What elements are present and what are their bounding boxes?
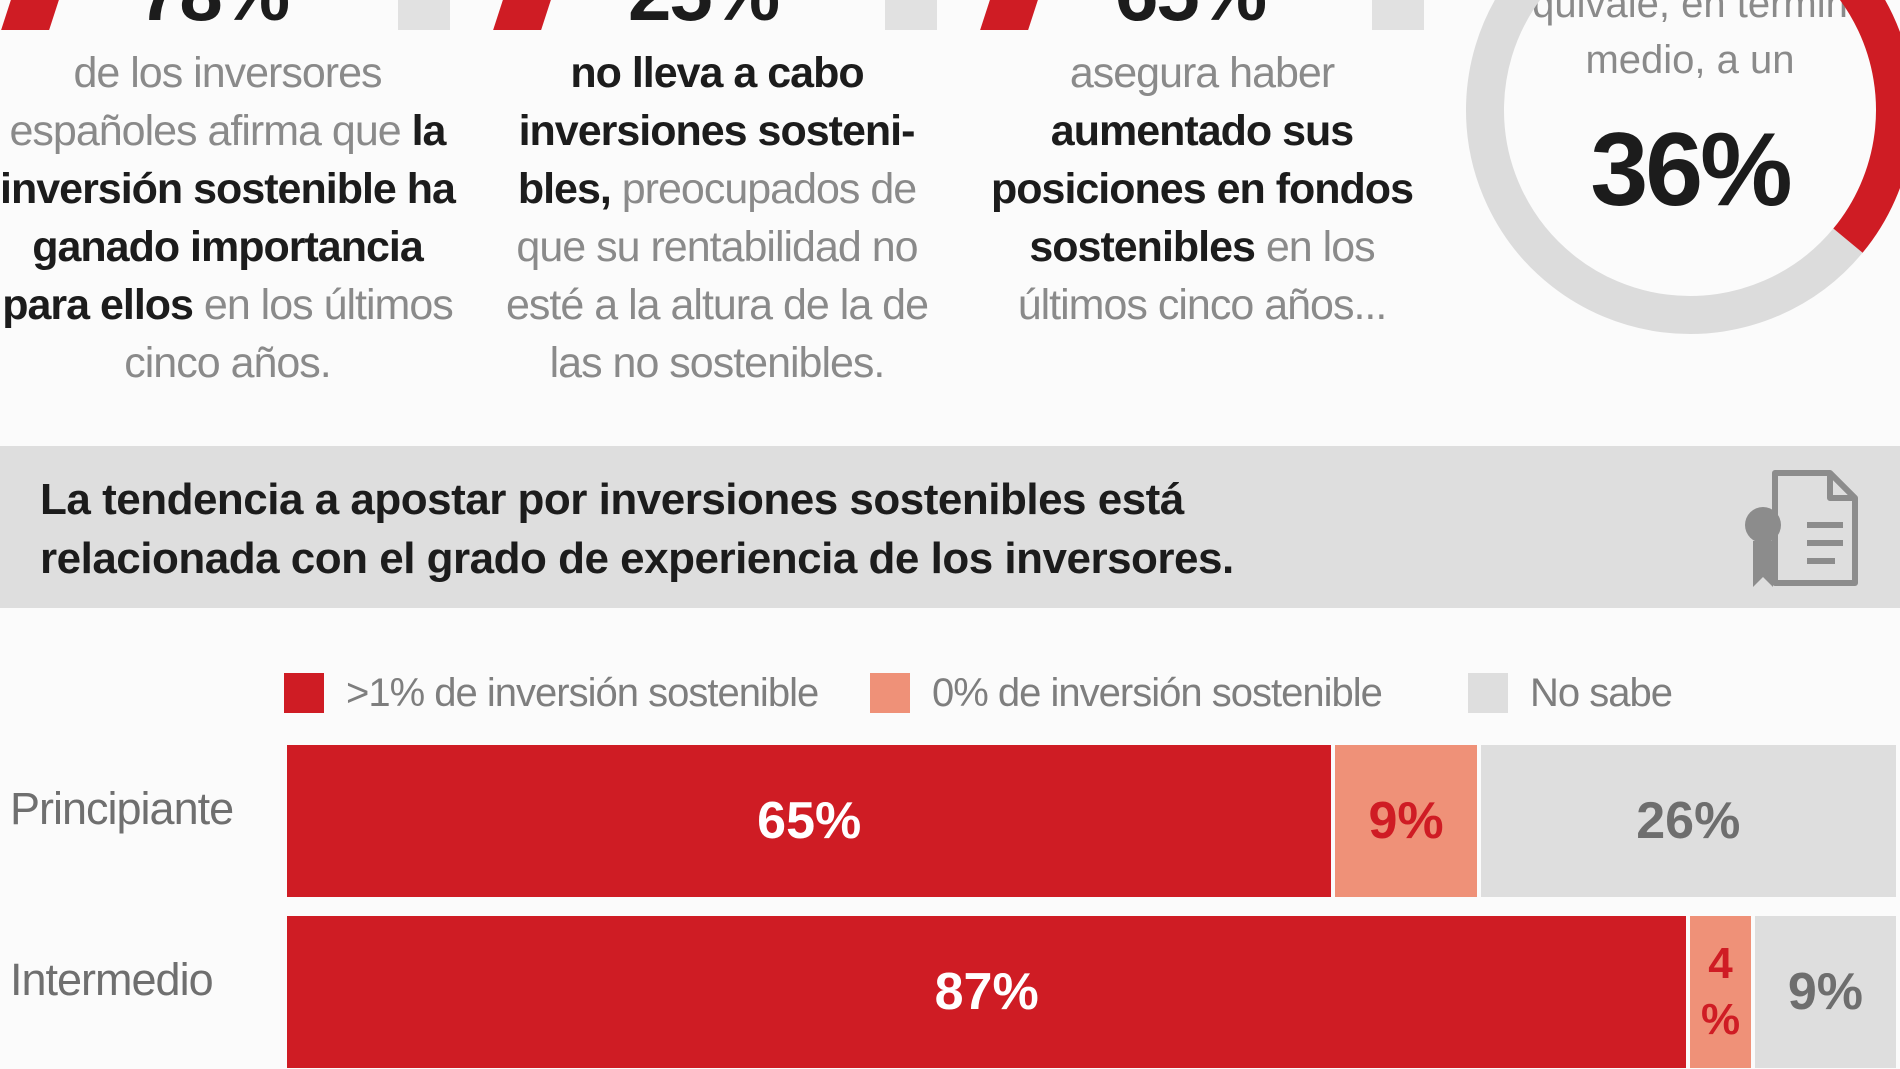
bar-segment: 9%: [1335, 745, 1477, 897]
stat-1-grey-bar: [398, 0, 450, 30]
certificate-document-icon: [1745, 470, 1858, 587]
section-title-line1: La tendencia a apostar por inversiones s…: [40, 475, 1184, 524]
legend-swatch: [1468, 673, 1508, 713]
stat-2-text-segment: preocupados de que su rentabilidad no es…: [505, 165, 929, 387]
data-label: 87%: [934, 963, 1039, 1021]
section-title-line2: relacionada con el grado de experiencia …: [40, 534, 1234, 583]
bar-segment: 9%: [1754, 916, 1896, 1068]
data-label: 65%: [757, 792, 862, 850]
legend-swatch: [284, 673, 324, 713]
legend-label: 0% de inversión sostenible: [932, 670, 1383, 715]
data-label: 26%: [1636, 792, 1741, 850]
legend-item: No sabe: [1468, 668, 1673, 718]
stat-3-text-segment: asegura haber: [1069, 49, 1335, 97]
stat-1-text-segment: la inversión sostenible ha ganado import…: [0, 107, 456, 329]
data-label: 9%: [1787, 963, 1863, 1021]
donut-value: 36%: [1590, 112, 1792, 228]
legend-swatch: [870, 673, 910, 713]
category-label: Principiante: [10, 783, 234, 834]
bar-segment: 4 %: [1690, 916, 1751, 1068]
section-title: La tendencia a apostar por inversiones s…: [40, 470, 1440, 588]
stat-1-text-segment: de los inversores españoles afirma que: [9, 49, 412, 155]
category-label: Intermedio: [10, 954, 214, 1005]
stat-3-text-segment: aumentado sus posiciones en fondos soste…: [991, 107, 1414, 271]
legend-item: >1% de inversión sostenible: [284, 668, 819, 718]
stat-1-value: 78%: [138, 0, 288, 24]
stat-2-grey-bar: [885, 0, 937, 30]
legend-label: No sabe: [1530, 670, 1673, 715]
stat-2-text: no lleva a cabo inversiones sosteni­bles…: [488, 44, 946, 392]
donut-caption-line2: medio, a un: [1585, 38, 1795, 82]
stat-3-value: 65%: [1115, 0, 1265, 24]
stat-2-value: 25%: [628, 0, 778, 24]
stat-3-grey-bar: [1372, 0, 1424, 30]
stat-1-text-segment: en los últimos cinco años.: [124, 281, 454, 387]
stat-1-text: de los inversores españoles afirma que l…: [0, 44, 456, 392]
bar-segment: 65%: [287, 745, 1332, 897]
section-band: [0, 446, 1900, 608]
stat-2-red-bar: [493, 0, 551, 30]
legend-item: 0% de inversión sostenible: [870, 668, 1383, 718]
bar-segment: 26%: [1480, 745, 1896, 897]
stat-3-red-bar: [980, 0, 1038, 30]
legend-label: >1% de inversión sostenible: [346, 670, 819, 715]
stat-1-red-bar: [1, 0, 59, 30]
bar-segment: 87%: [287, 916, 1687, 1068]
stat-3-text: asegura haber aumentado sus posiciones e…: [976, 44, 1428, 334]
data-label: 9%: [1368, 792, 1444, 850]
data-label: 4 %: [1700, 939, 1741, 1044]
donut-caption-line1: equivale, en término: [1509, 0, 1871, 26]
stat-2-text-segment: no lleva a cabo inversiones sosteni­bles…: [517, 49, 917, 213]
stat-3-text-segment: en los últimos cinco años...: [1017, 223, 1388, 329]
